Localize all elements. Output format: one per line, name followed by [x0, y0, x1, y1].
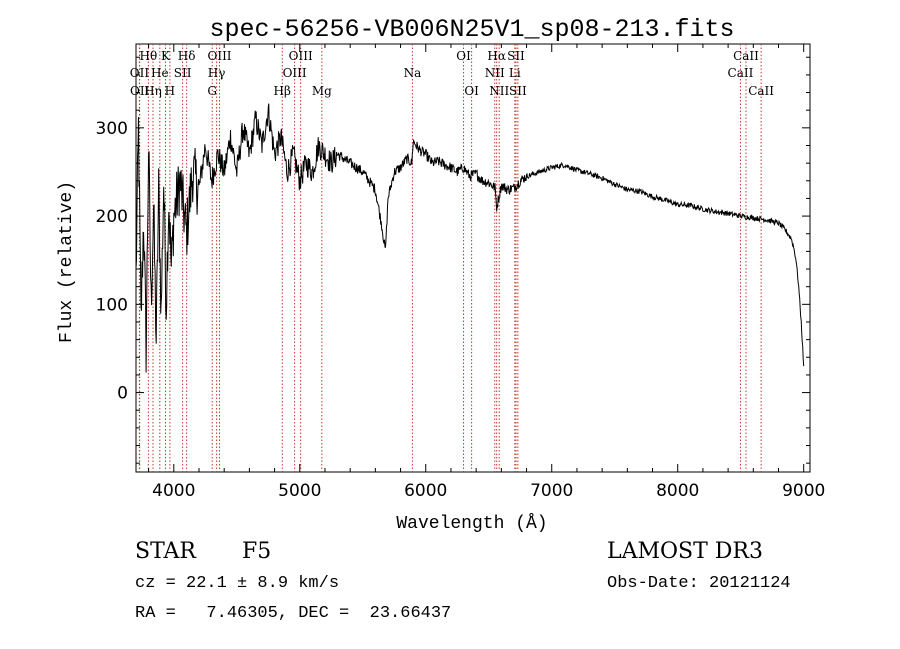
chart-title: spec-56256-VB006N25V1_sp08-213.fits — [209, 15, 734, 44]
spectral-line-label: Hγ — [208, 66, 226, 80]
spectral-line-label: OI — [464, 84, 479, 98]
x-tick-label: 6000 — [404, 481, 447, 501]
spectral-line-label: OIII — [207, 49, 231, 63]
x-tick-label: 7000 — [530, 481, 573, 501]
spectral-line-label: Mg — [312, 84, 332, 98]
x-tick-label: 8000 — [656, 481, 699, 501]
spectral-line-label: CaII — [748, 84, 774, 98]
spectral-line-label: NII — [489, 84, 509, 98]
survey-name: LAMOST DR3 — [607, 539, 763, 564]
object-subclass: F5 — [242, 539, 272, 564]
x-axis-label: Wavelength (Å) — [396, 513, 547, 534]
spectral-line-label: Hβ — [274, 84, 291, 98]
spectral-line-label: SII — [509, 84, 527, 98]
spectral-line-label: OIII — [283, 66, 307, 80]
spectrum-line — [135, 103, 805, 373]
spectral-line-label: OI — [456, 49, 471, 63]
spectral-line-label: SII — [174, 66, 192, 80]
spectral-line-label: Na — [404, 66, 422, 80]
spectral-line-label: OII — [130, 66, 150, 80]
coordinates: RA = 7.46305, DEC = 23.66437 — [135, 604, 452, 623]
spectral-line-label: G — [207, 84, 217, 98]
spectral-line-label: NII — [485, 66, 505, 80]
spectral-line-label: SII — [507, 49, 525, 63]
x-tick-label: 9000 — [782, 481, 825, 501]
spectral-line-label: Hα — [487, 49, 506, 63]
y-tick-label: 0 — [117, 384, 128, 404]
y-tick-label: 300 — [96, 119, 128, 139]
spectral-line-label: CaII — [733, 49, 759, 63]
spectral-line-label: K — [161, 49, 171, 63]
redshift-velocity: cz = 22.1 ± 8.9 km/s — [135, 574, 340, 593]
spectral-line-label: H — [165, 84, 175, 98]
y-tick-label: 100 — [96, 295, 128, 315]
y-axis-label: Flux (relative) — [57, 181, 77, 343]
spectral-line-label: Hθ — [139, 49, 157, 63]
plot-frame — [135, 43, 811, 473]
spectral-line-label: Li — [509, 66, 521, 80]
spectral-line-label: CaII — [728, 66, 754, 80]
x-tick-label: 4000 — [152, 481, 195, 501]
spectral-line-label: Hδ — [178, 49, 196, 63]
x-tick-label: 5000 — [278, 481, 321, 501]
y-tick-label: 200 — [96, 207, 128, 227]
spectral-line-label: He — [151, 66, 169, 80]
object-class: STAR — [135, 539, 196, 564]
spectral-line-label: OII — [130, 84, 150, 98]
spectral-line-label: OIII — [289, 49, 313, 63]
spectral-line-label: Hη — [144, 84, 162, 98]
observation-date: Obs-Date: 20121124 — [607, 574, 791, 593]
